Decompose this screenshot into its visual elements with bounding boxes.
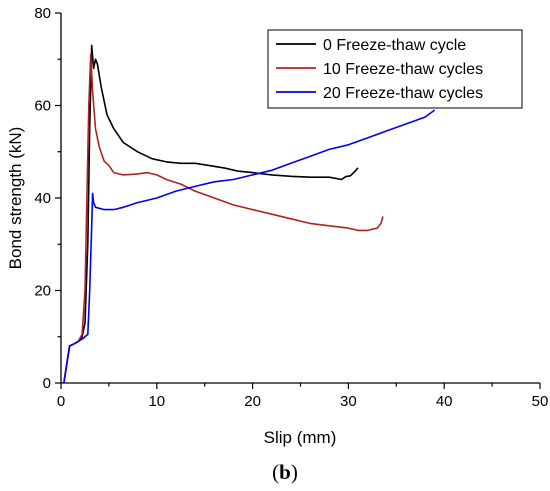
x-tick-label: 40 (436, 393, 453, 410)
y-tick-label: 60 (34, 98, 51, 115)
tick-marks (55, 12, 541, 389)
legend-box (267, 29, 523, 109)
legend-label-1: 10 Freeze-thaw cycles (323, 61, 483, 78)
tick-labels: 0 10 20 30 40 50 0 20 40 60 80 (34, 5, 548, 410)
legend: 0 Freeze-thaw cycle 10 Freeze-thaw cycles… (267, 29, 523, 109)
series-line-1 (63, 53, 384, 384)
series-lines (63, 44, 436, 384)
panel-label: (b) (272, 460, 298, 484)
y-axis-title: Bond strength (kN) (6, 127, 25, 270)
x-tick-label: 0 (57, 393, 65, 410)
series-line-0 (63, 44, 359, 384)
series-line-2 (63, 109, 436, 384)
x-tick-label: 10 (148, 393, 165, 410)
x-tick-label: 30 (340, 393, 357, 410)
x-axis-title: Slip (mm) (264, 428, 337, 447)
x-tick-label: 50 (532, 393, 549, 410)
legend-label-2: 20 Freeze-thaw cycles (323, 85, 483, 102)
y-tick-label: 0 (43, 375, 51, 392)
y-tick-label: 80 (34, 5, 51, 22)
x-tick-label: 20 (244, 393, 261, 410)
legend-label-0: 0 Freeze-thaw cycle (323, 37, 466, 54)
y-tick-label: 20 (34, 283, 51, 300)
y-tick-label: 40 (34, 190, 51, 207)
